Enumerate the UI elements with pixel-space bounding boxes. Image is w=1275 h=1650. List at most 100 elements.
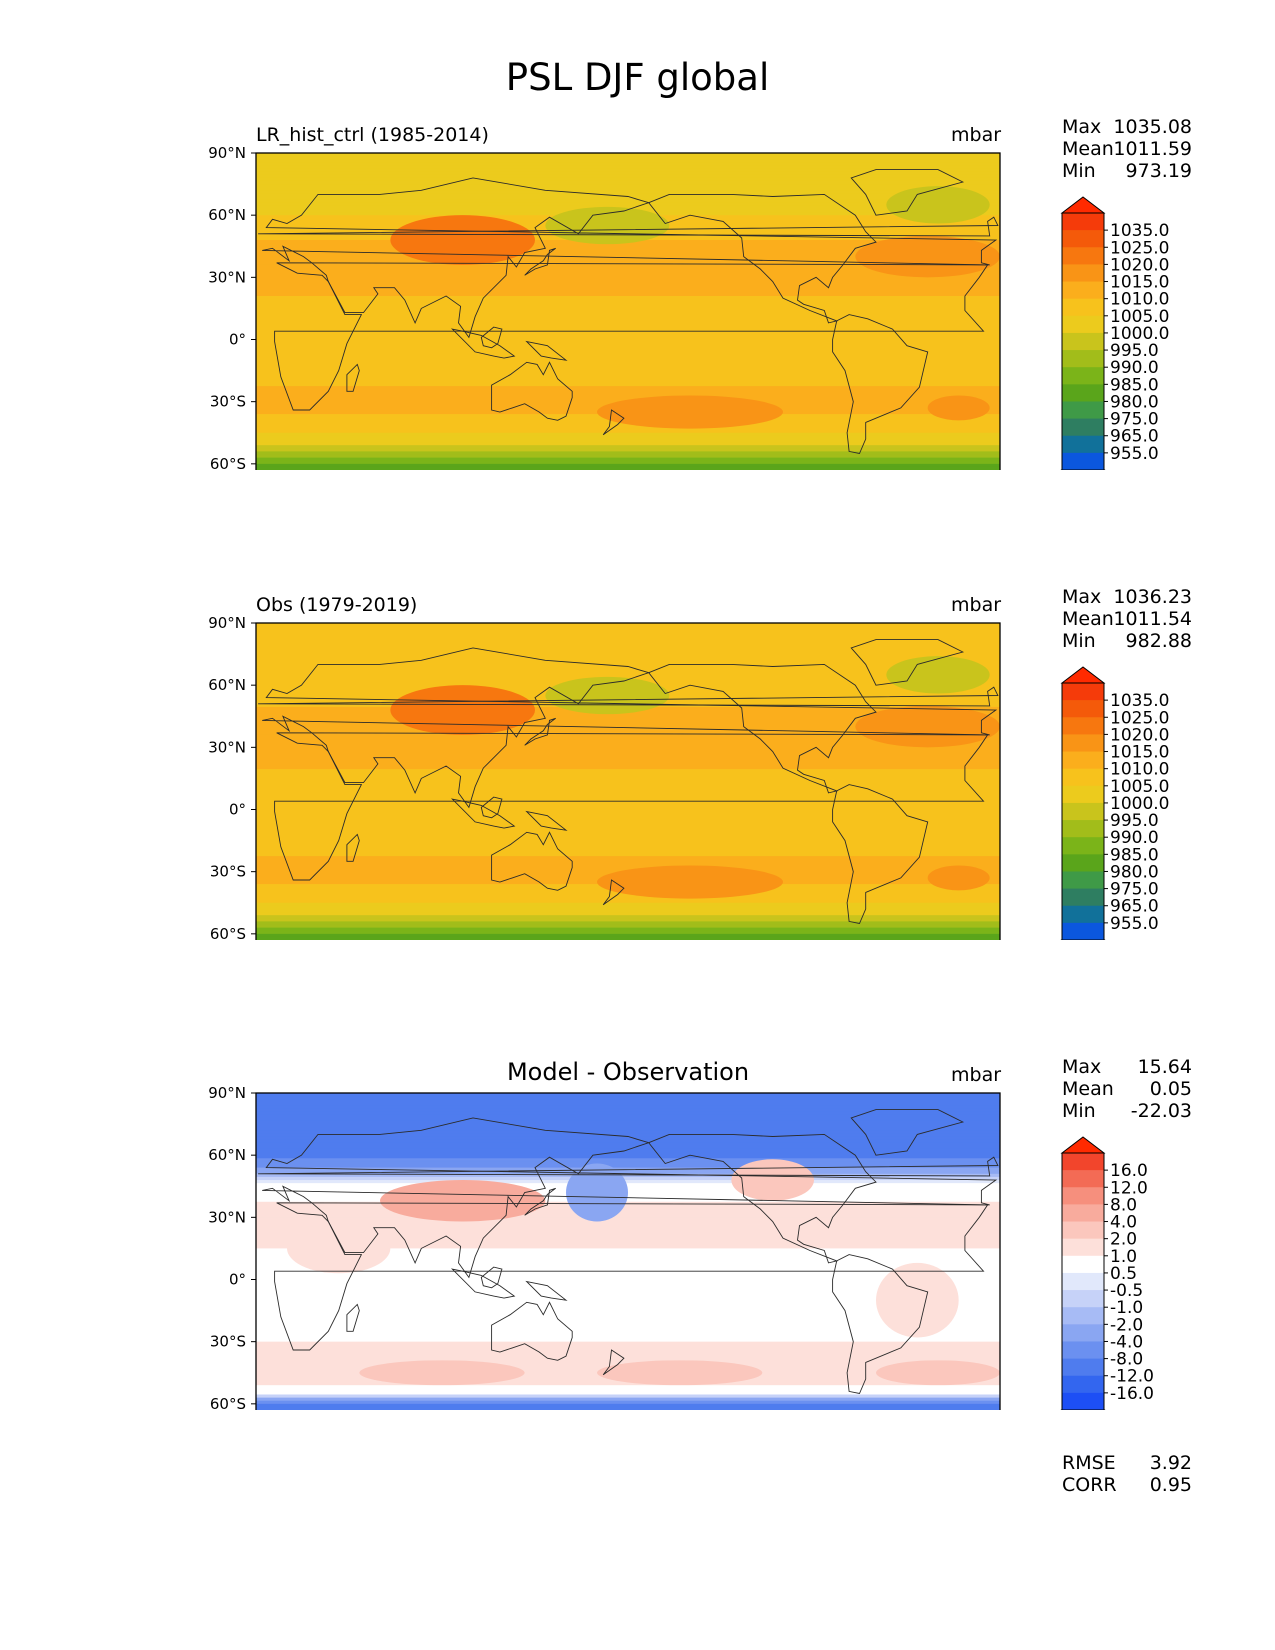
coastline-south-america [832,314,929,455]
contour-band [256,1226,1000,1231]
contour-band [256,915,1000,919]
rmse-label: RMSE [1062,1452,1116,1474]
contour-band [256,765,1000,770]
coastline-eurasia-wrap [0,178,252,338]
contour-band [256,280,1000,285]
colorbar-tick-label: 1005.0 [1110,777,1169,797]
contour-band [256,168,1000,173]
contour-band [256,815,1000,820]
contour-band [256,202,1000,207]
contour-band [256,308,1000,313]
diff-metrics: RMSE 3.92 CORR 0.95 [1062,1452,1192,1496]
colorbar-frame [1061,1152,1105,1410]
colorbar-segment [1062,751,1104,770]
contour-band [256,747,1000,752]
contour-band [256,193,1000,198]
contour-band [256,1223,1000,1228]
stat-min-label: Min [1062,1100,1096,1122]
contour-band [256,936,1000,940]
coastline-eurasia [262,647,998,809]
contour-band [256,896,1000,901]
colorbar-tick-label: 985.0 [1110,375,1159,395]
stat-mean-label: Mean [1062,138,1114,160]
contour-band [256,1192,1000,1197]
contour-band [256,1304,1000,1309]
colorbar-tick-label: 1035.0 [1110,691,1169,711]
contour-band [256,800,1000,804]
y-tick-label: 0° [229,1271,246,1289]
contour-band [256,454,1000,459]
contour-band [256,1204,1000,1209]
contour-band [256,759,1000,764]
coastline-australia [491,1301,573,1361]
contour-band [256,196,1000,201]
contour-band [256,274,1000,278]
colorbar-segment [1062,768,1104,787]
coastline-eurasia [262,177,998,339]
contour-band [256,1142,1000,1147]
contour-band [256,921,1000,926]
colorbar-tick-label: -16.0 [1110,1384,1154,1404]
y-tick-label: 60°S [210,455,246,470]
coastline-japan [524,1187,556,1216]
coastline-new-zealand [602,879,625,906]
contour-band [256,159,1000,163]
stat-max-value: 15.64 [1137,1056,1192,1078]
contour-band [256,370,1000,375]
contour-band [256,778,1000,783]
contour-band [256,463,1000,468]
contour-band [256,333,1000,337]
stats-box: Max 15.64 Mean 0.05 Min -22.03 [1062,1056,1192,1122]
stats-box: Max 1035.08 Mean 1011.59 Min 973.19 [1062,116,1192,182]
contour-band [256,1198,1000,1203]
y-tick-label: 60°S [210,925,246,940]
colorbar-extend-max [1060,666,1106,684]
coastline-africa [274,262,989,411]
units-label: mbar [951,1064,1002,1086]
contour-band [256,379,1000,384]
contour-band [256,246,1000,250]
contour-band [256,644,1000,649]
colorbar-segment [1062,1204,1104,1223]
colorbar-segment [1062,1392,1104,1410]
contour-band [256,716,1000,720]
coastline-great-britain [258,216,999,237]
colorbar-tick-label: 975.0 [1110,410,1159,430]
contour-band [256,1239,1000,1243]
contour-band [256,1102,1000,1107]
colorbar-segment [1062,683,1104,701]
colorbar-segment [1062,1341,1104,1360]
contour-band [256,905,1000,910]
colorbar-tick-label: 995.0 [1110,341,1159,361]
contour-band [256,1127,1000,1131]
contour-band [256,1111,1000,1116]
colorbar-segment [1062,1272,1104,1291]
contour-band [256,1208,1000,1212]
panel-model: 0°E60°E120°E180°120°W60°W0°W90°N60°N30°N… [0,0,1275,470]
coastline-greenland [850,639,965,686]
contour-band [256,1114,1000,1119]
coastline-australia [491,831,573,891]
contour-band [256,1307,1000,1312]
contour-band [256,1326,1000,1330]
colorbar-segment [1062,367,1104,385]
colorbar-segment [1062,785,1104,804]
colorbar-tick-label: -12.0 [1110,1367,1154,1387]
contour-band [256,1214,1000,1218]
colorbar-extend-max [1060,1136,1106,1154]
stat-min-label: Min [1062,160,1096,182]
contour-band [256,1344,1000,1349]
colorbar-tick-label: 1035.0 [1110,221,1169,241]
contour-band [256,1354,1000,1358]
contour-band [256,292,1000,297]
colorbar-segment [1062,1170,1104,1188]
coastline-indonesia [450,1268,516,1299]
y-tick-label: 30°N [208,738,246,756]
contour-band [256,336,1000,341]
contour-band [256,358,1000,362]
contour-band [256,1335,1000,1340]
colorbar-tick-label: 965.0 [1110,897,1159,917]
contour-band [256,1211,1000,1215]
contour-band [256,283,1000,288]
contour-band [256,205,1000,210]
